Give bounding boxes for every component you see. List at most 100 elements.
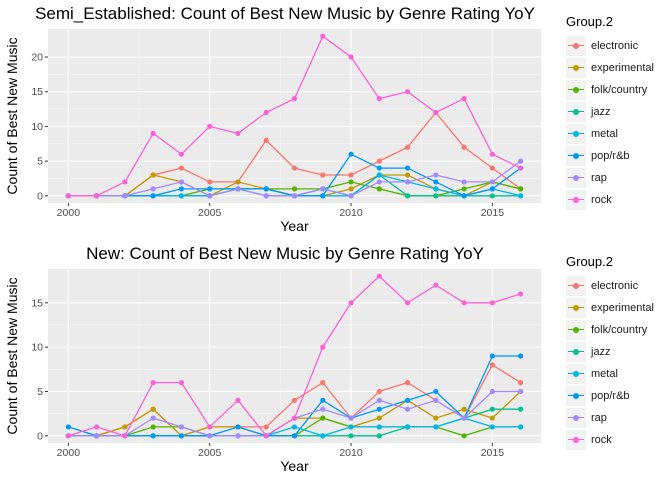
y-tick-label: 10 (31, 121, 43, 133)
data-point-experimental (348, 186, 354, 192)
data-point-experimental (235, 179, 241, 185)
data-point-rock (65, 193, 71, 199)
data-point-pop-r-b (150, 193, 156, 199)
data-point-folk-country (291, 186, 298, 192)
data-point-rap (150, 415, 156, 421)
y-axis-label: Count of Best New Music (4, 277, 20, 434)
data-point-rap (263, 193, 269, 199)
data-point-rock (376, 273, 382, 279)
legend-key (566, 146, 586, 166)
data-point-jazz (404, 193, 411, 199)
data-point-rock (263, 109, 269, 116)
legend-item-pop-r-b: pop/r&b (566, 385, 654, 407)
data-point-rock (235, 397, 241, 403)
data-point-pop-r-b (461, 193, 467, 199)
chart-title: New: Count of Best New Music by Genre Ra… (86, 244, 484, 263)
data-point-rock (178, 380, 185, 386)
data-point-folk-country (461, 186, 467, 192)
data-point-rock (461, 96, 467, 102)
data-point-rock (518, 291, 524, 297)
data-point-rock (207, 123, 213, 130)
legend-key-dot (573, 197, 579, 203)
data-point-rock (433, 109, 439, 116)
data-point-electronic (263, 137, 269, 143)
data-point-rap (376, 179, 382, 185)
legend-key-dot (573, 43, 579, 49)
data-point-rock (150, 380, 156, 386)
data-point-electronic (404, 380, 411, 386)
legend-key-dot (573, 415, 579, 421)
legend-label: folk/country (591, 324, 648, 336)
data-point-pop-r-b (489, 353, 495, 359)
data-point-electronic (489, 362, 495, 368)
legend-key-dot (573, 371, 579, 377)
data-point-rock (376, 96, 382, 102)
legend-key-dot (573, 393, 579, 399)
data-point-pop-r-b (489, 186, 495, 192)
data-point-rock (94, 193, 100, 199)
data-point-rap (291, 193, 298, 199)
data-point-experimental (489, 415, 495, 421)
legend-item-folk-country: folk/country (566, 79, 654, 101)
legend-title: Group.2 (566, 254, 613, 269)
data-point-rock (348, 54, 354, 60)
data-point-jazz (433, 193, 439, 199)
data-point-electronic (489, 165, 495, 171)
data-point-electronic (404, 144, 411, 150)
legend-key (566, 386, 586, 406)
x-tick-label: 2005 (198, 207, 222, 219)
legend-label: rap (591, 172, 607, 184)
legend-items: electronic experimental folk/country jazz me… (566, 275, 654, 451)
legend-item-metal: metal (566, 363, 654, 385)
data-point-rap (150, 186, 156, 192)
data-point-pop-r-b (263, 186, 269, 192)
chart-panel-new: New: Count of Best New Music by Genre Ra… (0, 240, 672, 480)
data-point-pop-r-b (518, 353, 524, 359)
legend-item-pop-r-b: pop/r&b (566, 145, 654, 167)
data-point-electronic (461, 144, 467, 150)
plot-svg: 2000 2005 2010 2015 0 5 10 15 20 Year Count of Bes… (4, 29, 541, 234)
data-point-rock (207, 424, 213, 430)
legend-label: metal (591, 368, 618, 380)
data-point-folk-country (320, 415, 326, 421)
data-point-rap (461, 415, 467, 421)
data-point-pop-r-b (404, 397, 411, 403)
legend-key (566, 276, 586, 296)
legend-key-dot (573, 349, 579, 355)
legend-items: electronic experimental folk/country jazz me… (566, 35, 654, 211)
x-tick-label: 2000 (57, 447, 81, 459)
legend-key-dot (573, 283, 579, 289)
data-point-pop-r-b (376, 165, 382, 171)
data-point-rap (433, 397, 439, 403)
legend-item-rap: rap (566, 167, 654, 189)
data-point-experimental (150, 172, 156, 178)
data-point-rock (320, 344, 326, 350)
data-point-jazz (376, 433, 382, 439)
data-point-jazz (518, 406, 524, 412)
data-point-electronic (178, 165, 185, 171)
x-axis-label: Year (280, 218, 309, 234)
data-point-electronic (291, 397, 298, 403)
legend-label: pop/r&b (591, 150, 630, 162)
legend-key (566, 80, 586, 100)
legend-label: rock (591, 434, 612, 446)
data-point-pop-r-b (348, 151, 354, 157)
data-point-rock (94, 424, 100, 430)
data-point-rap (489, 388, 495, 395)
y-tick-label: 15 (31, 297, 43, 309)
y-axis-label: Count of Best New Music (4, 37, 20, 194)
data-point-rap (178, 424, 185, 430)
data-point-metal (489, 424, 495, 430)
legend-key (566, 430, 586, 450)
data-point-rock (178, 151, 185, 157)
legend-key-dot (573, 131, 579, 137)
data-point-rock (320, 33, 326, 39)
data-point-pop-r-b (150, 433, 156, 439)
data-point-experimental (122, 424, 128, 430)
data-point-pop-r-b (235, 424, 241, 430)
legend-item-rock: rock (566, 429, 654, 451)
data-point-jazz (489, 406, 495, 412)
data-point-jazz (489, 193, 495, 199)
data-point-rap (348, 193, 354, 199)
data-point-pop-r-b (178, 433, 185, 439)
